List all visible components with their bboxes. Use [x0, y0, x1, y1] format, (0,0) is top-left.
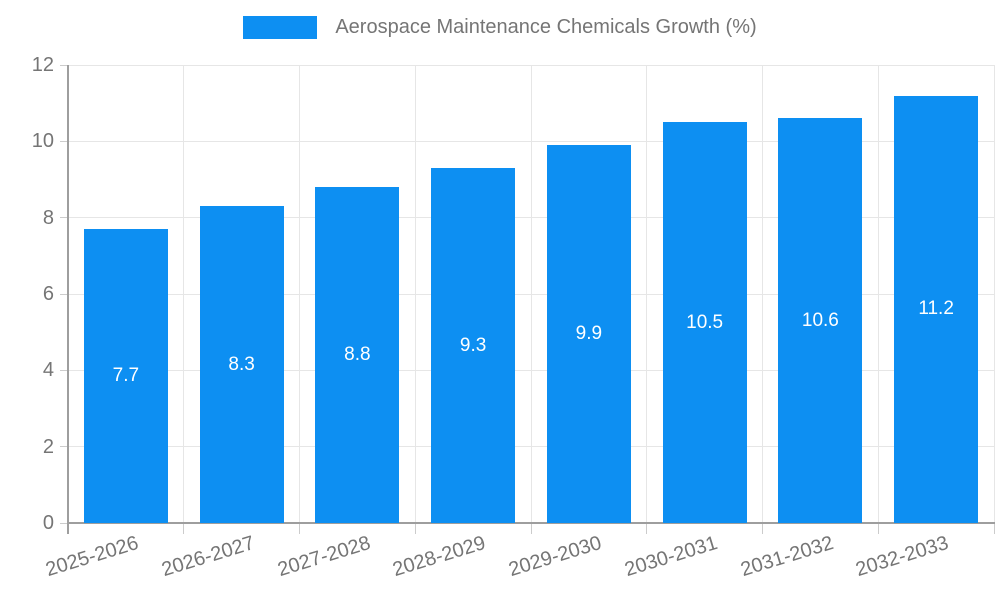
- y-axis-tick: [60, 446, 68, 448]
- gridline-vertical: [530, 65, 532, 523]
- bar-value-label: 7.7: [112, 365, 140, 387]
- x-axis-line: [67, 522, 995, 524]
- gridline-vertical: [414, 65, 416, 523]
- y-axis-tick: [60, 369, 68, 371]
- y-axis-tick-label: 10: [31, 130, 54, 153]
- x-axis-tick: [877, 523, 879, 534]
- bar-value-label: 8.8: [344, 344, 371, 366]
- y-axis-tick-label: 2: [42, 435, 54, 458]
- x-axis-label: 2025-2026: [43, 532, 142, 582]
- bar-2027-2028[interactable]: 8.8: [315, 187, 400, 523]
- bar-value-label: 10.6: [801, 309, 839, 331]
- legend-swatch: [243, 16, 318, 39]
- y-axis-tick: [60, 140, 68, 142]
- x-axis-label: 2027-2028: [274, 532, 373, 582]
- bar-2025-2026[interactable]: 7.7: [83, 229, 168, 523]
- x-axis-label: 2030-2031: [622, 532, 721, 582]
- bar-value-label: 8.3: [228, 353, 255, 375]
- bar-value-label: 9.3: [459, 334, 487, 356]
- bar-2030-2031[interactable]: 10.5: [662, 122, 747, 523]
- x-axis-tick: [993, 523, 995, 534]
- bar-2031-2032[interactable]: 10.6: [778, 118, 863, 523]
- bar-value-label: 10.5: [686, 311, 724, 333]
- gridline-vertical: [762, 65, 763, 523]
- gridline-vertical: [993, 65, 995, 523]
- x-axis-label: 2026-2027: [159, 532, 258, 582]
- y-axis-tick-label: 12: [31, 54, 54, 76]
- bar-2032-2033[interactable]: 11.2: [894, 95, 979, 523]
- y-axis-tick-label: 0: [42, 512, 54, 534]
- x-axis-tick: [646, 523, 648, 534]
- gridline-vertical: [877, 65, 879, 523]
- y-axis-tick: [60, 217, 68, 219]
- x-axis-label: 2032-2033: [853, 532, 952, 582]
- x-axis-tick: [530, 523, 532, 534]
- gridline-vertical: [299, 65, 300, 523]
- bar-2028-2029[interactable]: 9.3: [431, 168, 516, 523]
- y-axis-tick-label: 6: [42, 283, 54, 305]
- y-axis-tick-label: 8: [42, 206, 54, 229]
- bar-value-label: 9.9: [575, 323, 603, 345]
- legend-label: Aerospace Maintenance Chemicals Growth (…: [335, 16, 757, 38]
- y-axis-line: [67, 65, 69, 534]
- x-axis-tick: [183, 523, 185, 534]
- gridline-vertical: [646, 65, 648, 523]
- y-axis-tick: [60, 293, 68, 295]
- legend-item[interactable]: Aerospace Maintenance Chemicals Growth (…: [0, 16, 1000, 39]
- y-axis-tick: [60, 522, 68, 524]
- x-axis-label: 2031-2032: [737, 532, 836, 582]
- bar-value-label: 11.2: [918, 298, 954, 320]
- x-axis-tick: [299, 523, 300, 534]
- x-axis-tick: [414, 523, 416, 534]
- x-axis-label: 2028-2029: [390, 532, 489, 582]
- bar-2026-2027[interactable]: 8.3: [199, 206, 284, 523]
- bar-2029-2030[interactable]: 9.9: [546, 145, 631, 523]
- y-axis-tick: [60, 64, 68, 66]
- x-axis-label: 2029-2030: [506, 532, 605, 582]
- gridline-vertical: [183, 65, 185, 523]
- y-axis-tick-label: 4: [42, 359, 54, 382]
- x-axis-tick: [762, 523, 763, 534]
